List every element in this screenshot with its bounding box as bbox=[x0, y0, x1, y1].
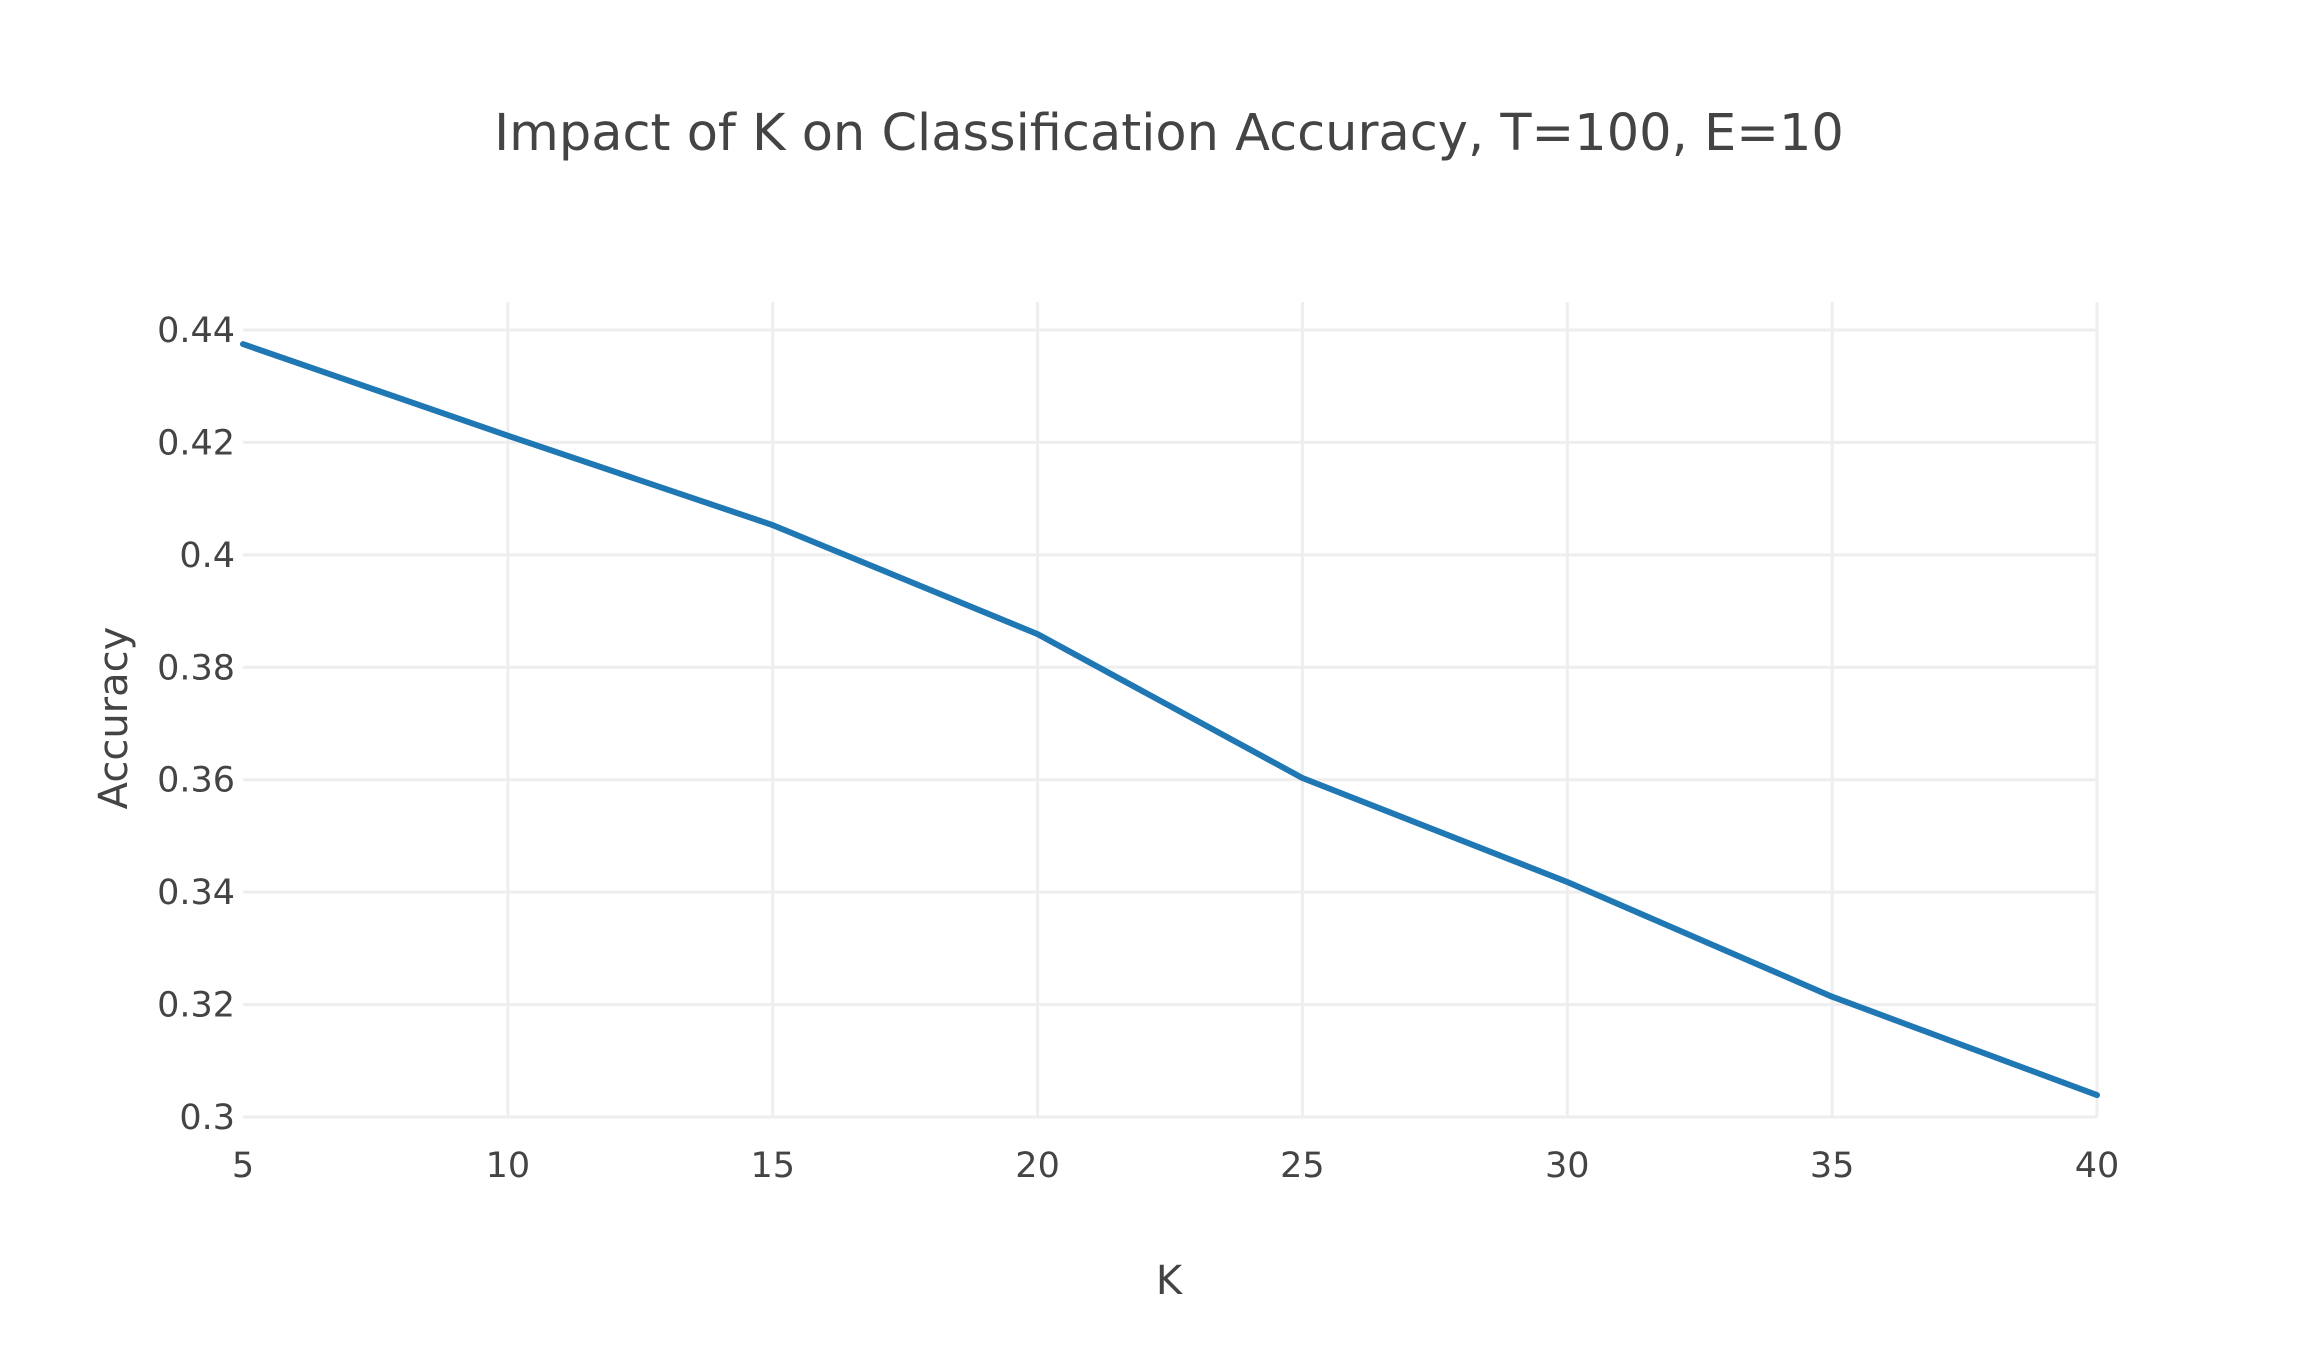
y-tick-label: 0.34 bbox=[157, 873, 235, 913]
x-tick-label: 25 bbox=[1280, 1146, 1325, 1186]
x-tick-label: 5 bbox=[232, 1146, 254, 1186]
x-tick-label: 40 bbox=[2075, 1146, 2120, 1186]
series-line bbox=[240, 341, 2100, 1099]
y-tick-label: 0.4 bbox=[179, 536, 235, 576]
x-tick-label: 10 bbox=[486, 1146, 531, 1186]
y-tick-label: 0.38 bbox=[157, 648, 235, 688]
y-axis-title: Accuracy bbox=[91, 627, 137, 810]
plot-area bbox=[240, 341, 2100, 1099]
chart-title: Impact of K on Classification Accuracy, … bbox=[494, 104, 1844, 163]
x-axis-title: K bbox=[1156, 1258, 1184, 1304]
y-tick-label: 0.42 bbox=[157, 423, 235, 463]
x-tick-label: 35 bbox=[1810, 1146, 1855, 1186]
x-tick-label: 30 bbox=[1545, 1146, 1590, 1186]
y-tick-label: 0.3 bbox=[179, 1098, 235, 1138]
y-tick-label: 0.44 bbox=[157, 311, 235, 351]
y-tick-label: 0.36 bbox=[157, 761, 235, 801]
x-tick-label: 20 bbox=[1015, 1146, 1060, 1186]
grid bbox=[243, 302, 2099, 1119]
axis-ticks: 5 10 15 20 25 30 35 40 0.3 0.32 0.34 0.36 0.38 0.4 0.4… bbox=[157, 311, 2119, 1186]
x-tick-label: 15 bbox=[750, 1146, 795, 1186]
y-tick-label: 0.32 bbox=[157, 986, 235, 1026]
